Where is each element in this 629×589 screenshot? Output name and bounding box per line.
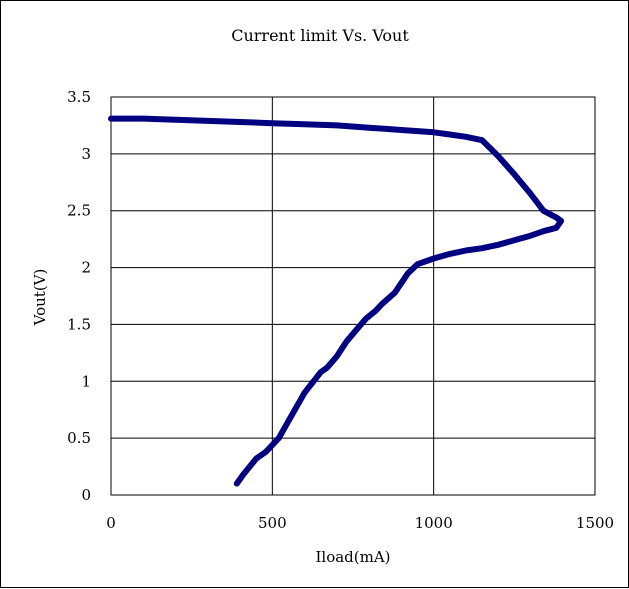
x-tick-label: 1500 (576, 514, 614, 532)
y-tick-label: 2.5 (67, 202, 91, 220)
y-tick-label: 3 (81, 145, 91, 163)
x-tick-label: 500 (258, 514, 287, 532)
y-axis-title: Vout(V) (31, 269, 49, 327)
y-tick-label: 1.5 (67, 315, 91, 333)
series-line (108, 115, 565, 487)
y-tick-label: 1 (81, 372, 91, 390)
y-tick-label: 0.5 (67, 429, 91, 447)
ticks: 0 500 1000 1500 0 0.5 1 1.5 2 2.5 3 3.5 (67, 88, 614, 532)
y-tick-label: 0 (81, 486, 91, 504)
y-tick-label: 3.5 (67, 88, 91, 106)
series (108, 115, 565, 487)
y-tick-label: 2 (81, 259, 91, 277)
plot-area (110, 96, 596, 496)
x-axis-title: Iload(mA) (315, 548, 390, 566)
grid (111, 97, 595, 495)
x-tick-label: 1000 (415, 514, 453, 532)
chart-title: Current limit Vs. Vout (231, 26, 409, 45)
x-tick-label: 0 (106, 514, 116, 532)
